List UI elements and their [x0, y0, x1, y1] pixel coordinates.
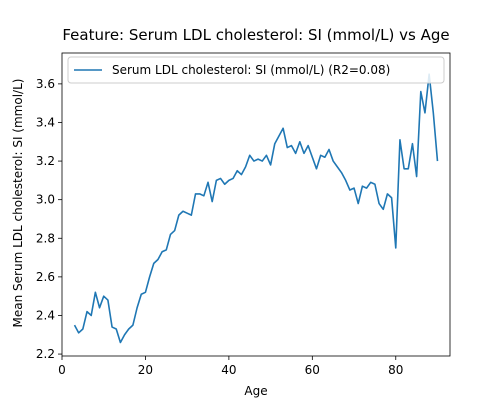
series-line: [73, 73, 439, 344]
legend-box: [67, 56, 445, 84]
y-tick-label: 3.2: [36, 154, 55, 168]
y-tick-label: 3.4: [36, 115, 55, 129]
legend-entry-label: Serum LDL cholesterol: SI (mmol/L) (R2=0…: [112, 63, 390, 77]
x-axis-ticks: 0 20 40 60 80: [58, 356, 403, 377]
y-tick-label: 2.4: [36, 308, 55, 322]
y-tick-label: 2.6: [36, 270, 55, 284]
x-tick-label: 40: [221, 363, 236, 377]
x-tick-label: 0: [58, 363, 66, 377]
chart-title: Feature: Serum LDL cholesterol: SI (mmol…: [62, 26, 449, 44]
x-tick-label: 80: [388, 363, 403, 377]
plot-area-frame: [61, 52, 451, 357]
x-tick-label: 60: [305, 363, 320, 377]
x-tick-label: 20: [138, 363, 153, 377]
series-layer: [73, 73, 439, 344]
legend: Serum LDL cholesterol: SI (mmol/L) (R2=0…: [67, 56, 445, 84]
y-tick-label: 3.0: [36, 193, 55, 207]
y-tick-label: 2.8: [36, 231, 55, 245]
y-tick-label: 2.2: [36, 347, 55, 361]
x-axis-label: Age: [244, 384, 267, 398]
y-tick-label: 3.6: [36, 77, 55, 91]
y-axis-ticks: 2.2 2.4 2.6 2.8 3.0 3.2 3.4 3.6: [36, 77, 62, 361]
y-axis-label: Mean Serum LDL cholesterol: SI (mmol/L): [11, 79, 25, 328]
